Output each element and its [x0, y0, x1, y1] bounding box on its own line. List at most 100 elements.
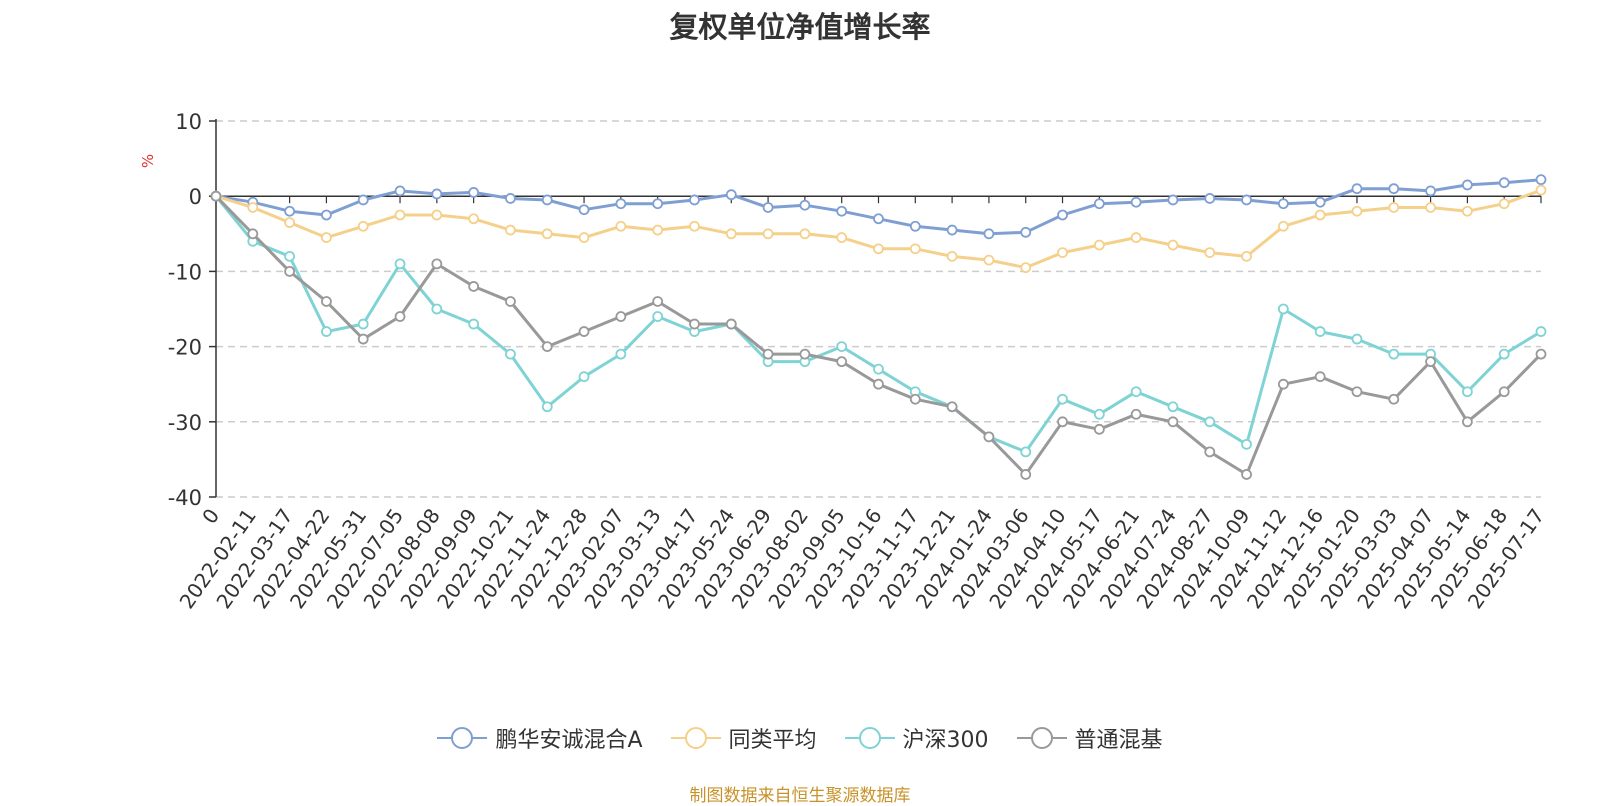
x-tick-label: 0: [197, 504, 224, 528]
data-point: [321, 209, 332, 221]
data-point: [284, 250, 296, 262]
data-point: [1535, 184, 1547, 196]
data-point: [1351, 183, 1363, 195]
data-point: [357, 318, 369, 330]
data-point: [357, 194, 369, 206]
source-note: 制图数据来自恒生聚源数据库: [689, 786, 911, 806]
data-point: [762, 202, 774, 213]
data-point: [873, 363, 884, 375]
data-point: [983, 431, 995, 443]
data-point: [1204, 446, 1216, 458]
data-point: [946, 224, 958, 236]
data-point: [652, 224, 664, 236]
data-point: [689, 318, 700, 330]
data-point: [1057, 416, 1068, 428]
data-point: [1314, 196, 1326, 208]
data-point: [505, 296, 516, 307]
data-point: [1130, 408, 1142, 420]
line-chart: % 10 0 -10 -20 -30 -40 02022-02-112022-03-172…: [139, 110, 1549, 613]
data-point: [1277, 198, 1289, 210]
data-point: [1241, 250, 1252, 262]
data-point: [1351, 333, 1363, 345]
legend-marker-icon: [437, 727, 488, 749]
data-point: [321, 232, 332, 243]
data-point: [1167, 401, 1179, 413]
series-lines: [210, 174, 1547, 480]
data-point: [468, 318, 480, 330]
legend-label: 鹏华安诚混合A: [495, 728, 643, 753]
legend-label: 普通混基: [1074, 728, 1163, 753]
legend-item-fund[interactable]: 鹏华安诚混合A: [437, 722, 643, 754]
data-point: [873, 243, 884, 255]
data-point: [284, 265, 296, 277]
data-point: [1241, 194, 1252, 206]
data-point: [541, 228, 553, 240]
data-point: [1241, 438, 1252, 450]
data-point: [1498, 348, 1510, 360]
data-point: [799, 228, 811, 240]
data-point: [394, 311, 406, 322]
data-point: [725, 228, 737, 240]
data-point: [1020, 469, 1032, 480]
data-point: [1020, 446, 1032, 458]
grid-lines: [216, 120, 1541, 498]
data-point: [946, 401, 958, 413]
data-point: [836, 205, 848, 217]
data-point: [578, 326, 590, 337]
data-point: [1204, 416, 1216, 428]
data-point: [1167, 416, 1179, 428]
data-point: [1057, 247, 1068, 259]
data-point: [946, 250, 958, 262]
data-point: [468, 281, 480, 292]
data-point: [431, 209, 443, 221]
data-point: [1388, 183, 1400, 195]
data-point: [284, 205, 296, 217]
data-point: [1498, 177, 1510, 189]
data-point: [652, 311, 664, 322]
data-point: [615, 198, 627, 210]
data-point: [652, 296, 664, 307]
axes: [209, 119, 1542, 498]
legend-item-category-average[interactable]: 同类平均: [670, 722, 817, 754]
y-tick-label: -10: [168, 260, 202, 284]
data-point: [689, 194, 700, 206]
data-point: [321, 326, 332, 337]
data-point: [357, 333, 369, 345]
data-point: [762, 348, 774, 360]
data-point: [468, 187, 480, 198]
legend-item-mixed-fund[interactable]: 普通混基: [1016, 722, 1163, 754]
data-point: [1351, 205, 1363, 217]
data-point: [1498, 198, 1510, 210]
data-point: [1388, 393, 1400, 405]
data-point: [1461, 205, 1473, 217]
y-axis-ticks: 10 0 -10 -20 -30 -40: [168, 110, 202, 510]
data-point: [836, 341, 848, 353]
data-point: [1277, 220, 1289, 232]
legend-marker-icon: [670, 727, 721, 749]
data-point: [1314, 371, 1326, 383]
data-point: [578, 204, 590, 216]
data-point: [1204, 193, 1216, 204]
data-point: [1314, 209, 1326, 221]
y-tick-label: 10: [175, 110, 202, 134]
data-point: [615, 220, 627, 232]
chart-title: 复权单位净值增长率: [669, 10, 931, 44]
legend-marker-icon: [1016, 727, 1067, 749]
data-point: [247, 202, 259, 213]
series: [210, 184, 1547, 274]
data-point: [1057, 209, 1068, 221]
data-point: [1535, 348, 1547, 360]
legend-item-csi300[interactable]: 沪深300: [844, 722, 989, 754]
data-point: [578, 232, 590, 243]
data-point: [210, 190, 222, 202]
data-point: [431, 303, 443, 315]
data-point: [321, 296, 332, 307]
data-point: [1425, 202, 1436, 213]
data-point: [541, 194, 553, 206]
data-point: [1461, 416, 1473, 428]
data-point: [1388, 348, 1400, 360]
data-point: [1461, 179, 1473, 191]
series: [210, 190, 1547, 458]
data-point: [615, 348, 627, 360]
data-point: [1130, 386, 1142, 398]
